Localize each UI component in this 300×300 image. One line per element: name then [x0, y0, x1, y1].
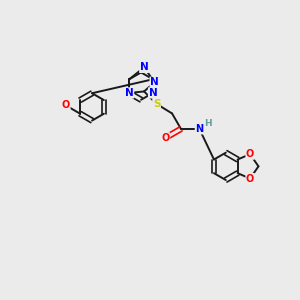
Text: S: S [153, 99, 160, 109]
Text: O: O [246, 149, 254, 159]
Text: O: O [246, 173, 254, 184]
Text: H: H [205, 119, 212, 128]
Text: N: N [140, 62, 148, 72]
Text: N: N [195, 124, 203, 134]
Text: N: N [125, 88, 134, 98]
Text: O: O [62, 100, 70, 110]
Text: N: N [150, 77, 159, 87]
Text: N: N [148, 88, 157, 98]
Text: O: O [161, 133, 169, 143]
